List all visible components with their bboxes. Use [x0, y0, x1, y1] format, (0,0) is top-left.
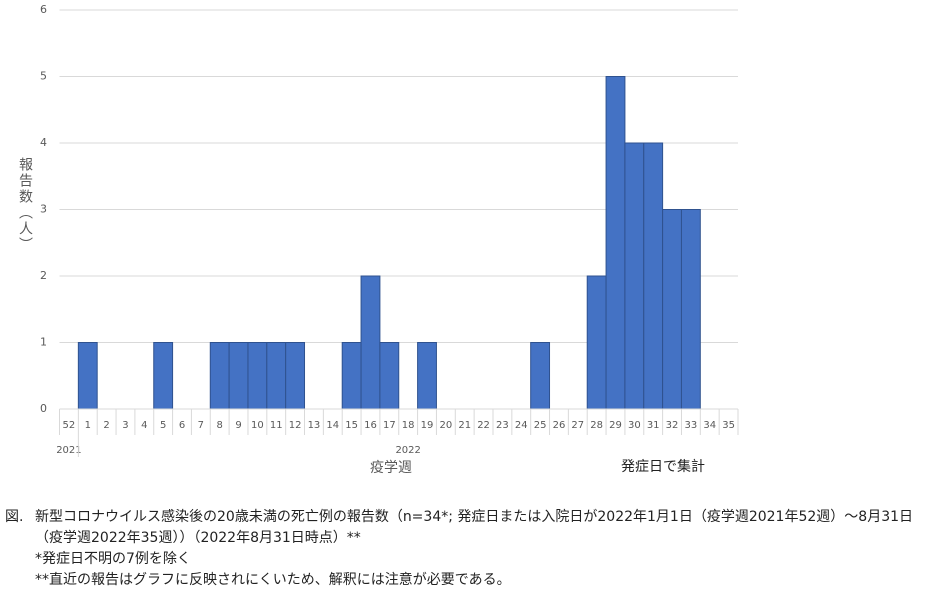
bar	[209, 342, 230, 410]
y-tick-label: 2	[40, 269, 47, 282]
x-tick-label: 14	[326, 420, 339, 431]
x-tick-label: 34	[703, 420, 716, 431]
bar	[417, 342, 437, 410]
x-tick-label: 9	[235, 420, 241, 431]
x-tick-label: 35	[722, 420, 735, 431]
x-tick-label: 28	[590, 420, 603, 431]
caption-note: *発症日不明の7例を除く	[35, 551, 191, 567]
x-tick-label: 11	[270, 420, 283, 431]
y-tick-label: 0	[40, 402, 47, 415]
x-tick-label: 15	[345, 420, 358, 431]
bar	[341, 342, 362, 410]
x-tick-label: 18	[402, 420, 415, 431]
x-tick-label: 4	[141, 420, 147, 431]
x-tick-label: 16	[364, 420, 377, 431]
caption: 新型コロナウイルス感染後の20歳未満の死亡例の報告数（n=34*; 発症日または…	[35, 507, 935, 591]
x-tick-label: 10	[251, 420, 264, 431]
y-tick-label: 6	[40, 3, 47, 16]
x-tick-label: 8	[217, 420, 223, 431]
caption-text: 新型コロナウイルス感染後の20歳未満の死亡例の報告数（n=34*; 発症日または…	[35, 509, 914, 546]
x-group-label: 2021	[56, 445, 81, 456]
x-tick-label: 33	[685, 420, 698, 431]
x-tick-label: 13	[308, 420, 321, 431]
y-tick-label: 1	[40, 336, 47, 349]
bar	[530, 342, 551, 410]
bar	[643, 142, 664, 410]
bar	[77, 342, 98, 410]
x-tick-label: 25	[534, 420, 547, 431]
x-tick-label: 3	[122, 420, 128, 431]
bar	[266, 342, 287, 410]
x-tick-label: 23	[496, 420, 509, 431]
x-tick-label: 7	[198, 420, 204, 431]
caption-label: 図.	[5, 509, 24, 525]
x-tick-label: 6	[179, 420, 185, 431]
x-tick-label: 31	[647, 420, 660, 431]
x-axis-label: 疫学週	[370, 460, 412, 476]
bar	[379, 342, 400, 410]
y-tick-label: 3	[40, 203, 47, 216]
bar	[662, 209, 682, 410]
y-axis-label: 報告数（人）	[17, 157, 33, 253]
bar	[153, 342, 174, 410]
annotation: 発症日で集計	[621, 458, 705, 475]
x-tick-label: 27	[571, 420, 584, 431]
bar	[605, 76, 626, 410]
bar	[228, 342, 249, 410]
x-tick-label: 52	[63, 420, 76, 431]
bar	[624, 142, 645, 410]
x-tick-label: 26	[553, 420, 566, 431]
x-tick-label: 5	[160, 420, 166, 431]
bar	[360, 275, 381, 410]
bar	[285, 342, 306, 410]
y-tick-label: 5	[40, 70, 47, 83]
x-tick-label: 21	[458, 420, 471, 431]
x-tick-label: 2	[103, 420, 109, 431]
caption-note: **直近の報告はグラフに反映されにくいため、解釈には注意が必要である。	[35, 572, 511, 588]
x-group-label: 2022	[395, 445, 420, 456]
x-tick-label: 32	[666, 420, 679, 431]
x-tick-label: 12	[289, 420, 302, 431]
x-tick-label: 17	[383, 420, 396, 431]
bar	[586, 275, 607, 410]
bar	[247, 342, 268, 410]
x-tick-label: 19	[421, 420, 434, 431]
bar	[680, 209, 701, 410]
x-tick-label: 29	[609, 420, 622, 431]
x-tick-label: 24	[515, 420, 528, 431]
x-tick-label: 20	[440, 420, 453, 431]
x-tick-label: 30	[628, 420, 641, 431]
x-tick-label: 1	[85, 420, 91, 431]
y-tick-label: 4	[40, 136, 47, 149]
x-tick-label: 22	[477, 420, 490, 431]
